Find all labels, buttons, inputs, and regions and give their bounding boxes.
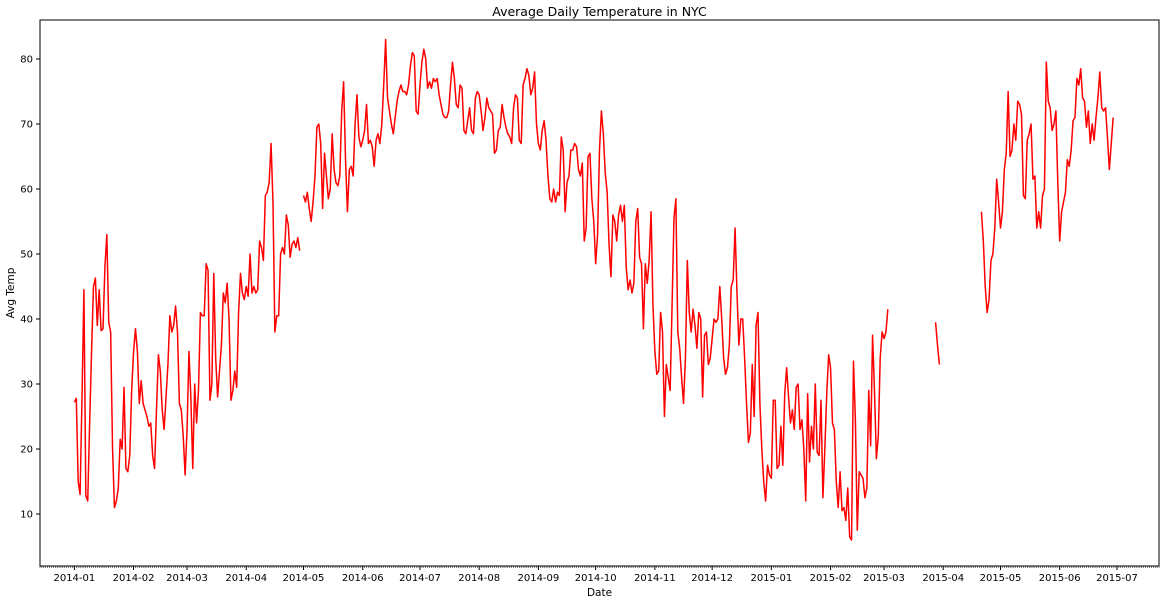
temperature-line-segment [934,322,941,365]
x-tick-label: 2014-10 [575,573,617,584]
x-tick-label: 2015-03 [863,573,905,584]
temperature-line-segment [980,61,1114,314]
x-minor-tick-marks [39,566,1160,568]
series-lines [73,38,1114,541]
x-tick-label: 2014-06 [342,573,384,584]
y-tick-label: 30 [20,380,33,391]
x-tick-label: 2014-09 [517,573,559,584]
x-tick-label: 2015-06 [1039,573,1081,584]
x-tick-label: 2014-04 [225,573,267,584]
x-tick-label: 2014-01 [53,573,95,584]
x-tick-label: 2015-04 [922,573,964,584]
x-axis-title: Date [587,587,612,599]
y-tick-label: 40 [20,315,33,326]
y-tick-label: 10 [20,510,33,521]
x-tick-label: 2015-01 [750,573,792,584]
y-tick-label: 70 [20,120,33,131]
x-tick-label: 2014-08 [458,573,500,584]
x-tick-label: 2015-05 [980,573,1022,584]
temperature-line-segment [302,38,889,541]
x-tick-label: 2015-07 [1096,573,1138,584]
x-tick-label: 2014-07 [399,573,441,584]
x-tick-label: 2014-12 [691,573,733,584]
x-tick-label: 2014-05 [283,573,325,584]
x-minor-ticks [39,566,1160,568]
plot-frame [39,19,1160,567]
x-tick-label: 2014-02 [113,573,155,584]
temperature-line-segment [73,142,301,509]
x-tick-label: 2014-11 [634,573,676,584]
y-tick-label: 60 [20,185,33,196]
x-axis-ticks: 2014-01 2014-02 2014-03 2014-04 2014-05 2014-… [53,566,1138,584]
y-axis-ticks: 10 20 30 40 50 60 70 80 [20,55,40,521]
chart-title: Average Daily Temperature in NYC [492,4,707,19]
x-tick-label: 2015-02 [810,573,852,584]
x-tick-label: 2014-03 [166,573,208,584]
y-axis-title: Avg Temp [5,267,17,318]
y-tick-label: 80 [20,55,33,66]
y-tick-label: 50 [20,250,33,261]
y-tick-label: 20 [20,445,33,456]
